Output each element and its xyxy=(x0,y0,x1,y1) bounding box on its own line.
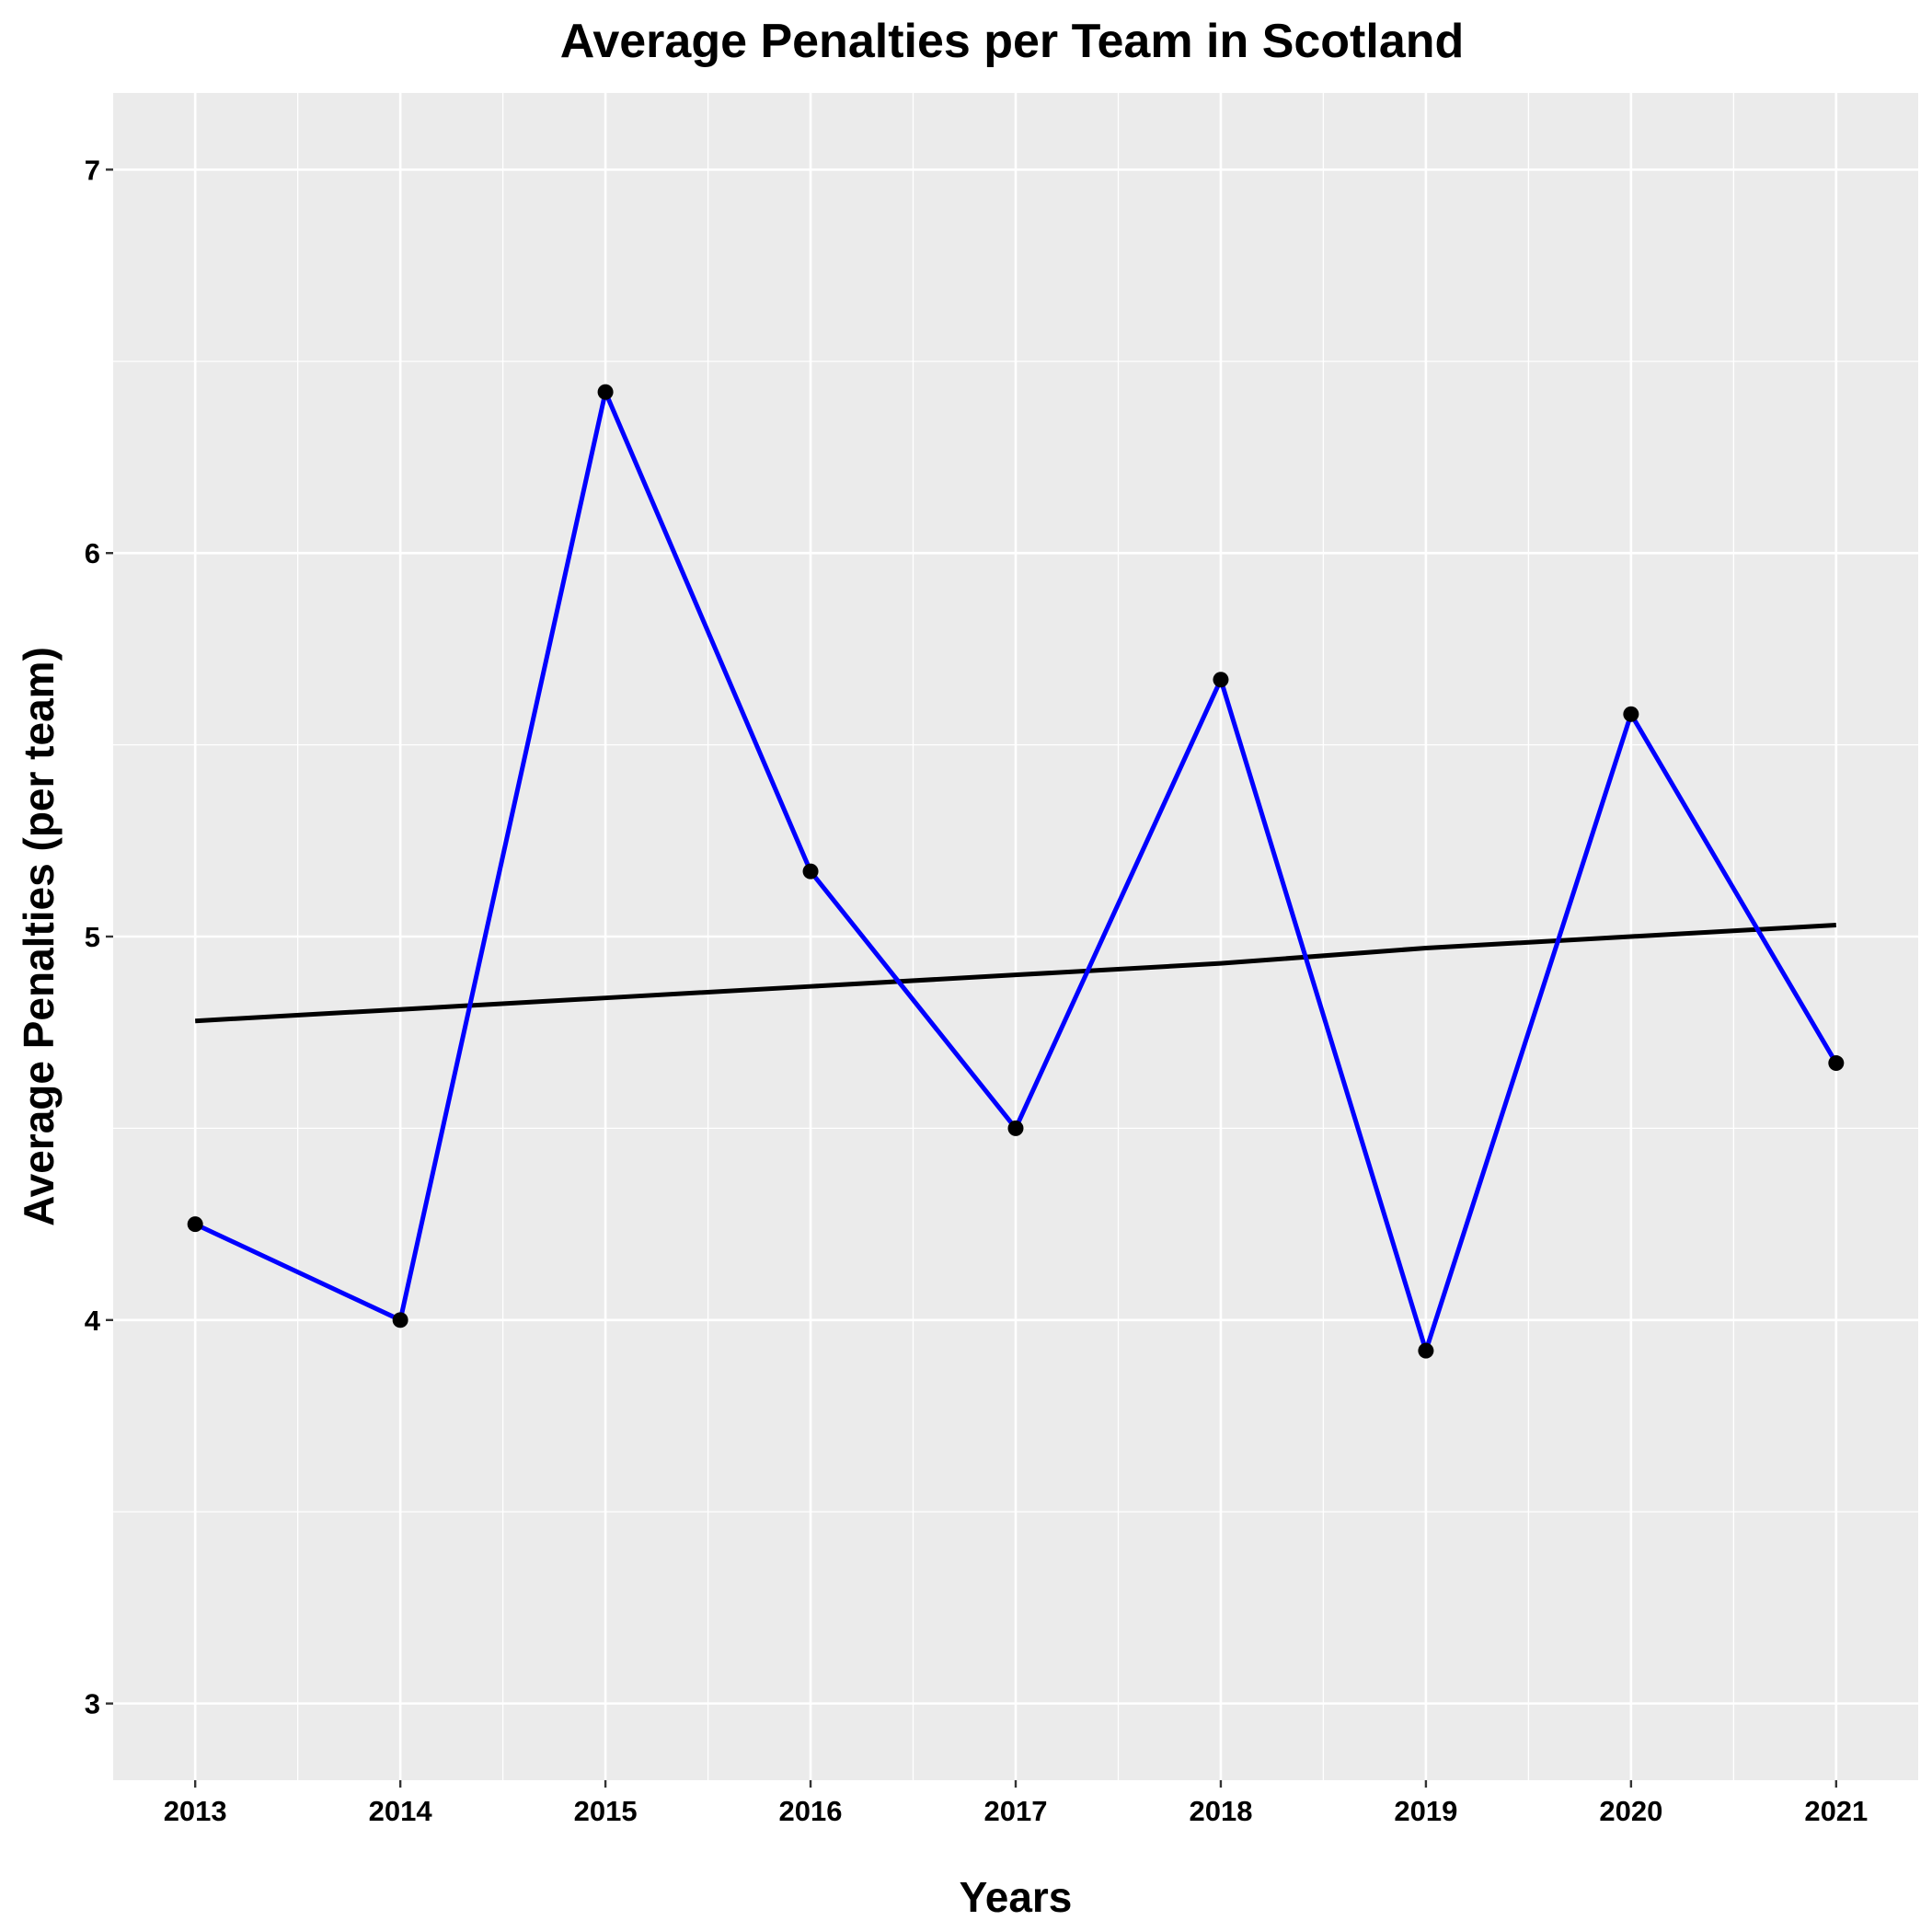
x-axis: 2013 2014 2015 2016 2017 2018 2019 2020 2021 xyxy=(164,1780,1868,1827)
x-tick-label: 2016 xyxy=(779,1795,843,1827)
x-tick-label: 2020 xyxy=(1599,1795,1662,1827)
y-tick-label: 5 xyxy=(85,921,100,953)
data-point xyxy=(1828,1055,1845,1072)
x-tick-label: 2017 xyxy=(984,1795,1048,1827)
data-point xyxy=(1213,672,1229,688)
data-point xyxy=(1007,1120,1024,1136)
data-point xyxy=(802,863,819,880)
x-tick-label: 2019 xyxy=(1394,1795,1457,1827)
x-tick-label: 2013 xyxy=(164,1795,227,1827)
data-point xyxy=(597,384,614,400)
y-axis: 3 4 5 6 7 xyxy=(85,154,113,1720)
x-tick-label: 2021 xyxy=(1804,1795,1868,1827)
x-tick-label: 2014 xyxy=(369,1795,433,1827)
y-tick-label: 7 xyxy=(85,154,100,186)
x-axis-title: Years xyxy=(960,1873,1073,1921)
y-tick-label: 3 xyxy=(85,1688,100,1720)
y-tick-label: 4 xyxy=(85,1305,101,1337)
chart-title: Average Penalties per Team in Scotland xyxy=(560,15,1465,68)
data-point xyxy=(1623,706,1639,722)
data-point xyxy=(187,1216,203,1233)
x-tick-label: 2018 xyxy=(1189,1795,1252,1827)
marker-layer xyxy=(187,384,1845,1359)
x-tick-label: 2015 xyxy=(574,1795,638,1827)
y-tick-label: 6 xyxy=(85,537,100,569)
grid-major xyxy=(113,93,1918,1780)
data-point xyxy=(392,1312,408,1328)
y-axis-title: Average Penalties (per team) xyxy=(15,647,63,1226)
data-point xyxy=(1418,1342,1434,1359)
